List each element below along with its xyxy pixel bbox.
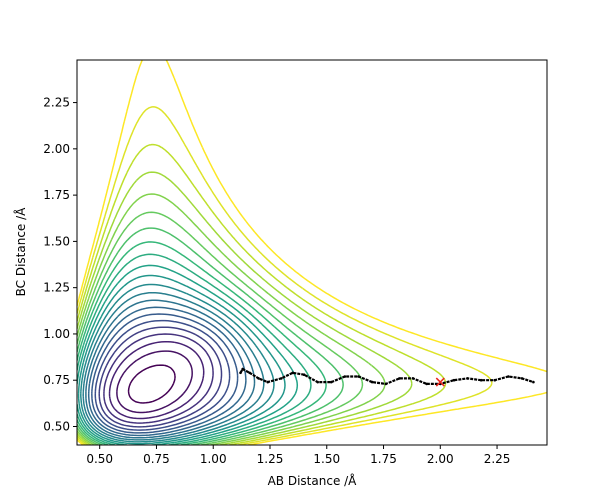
contour-level bbox=[77, 143, 447, 445]
contour-level bbox=[77, 274, 286, 445]
trajectory-point bbox=[357, 375, 360, 378]
trajectory-point bbox=[239, 371, 242, 375]
contour-level bbox=[108, 340, 205, 420]
trajectory-point bbox=[411, 377, 415, 380]
trajectory-point bbox=[266, 380, 270, 384]
x-tick-label: 1.50 bbox=[313, 452, 340, 466]
contour-level bbox=[116, 350, 193, 414]
y-tick-label: 0.75 bbox=[43, 373, 70, 387]
trajectory-point bbox=[241, 367, 244, 371]
y-tick-label: 2.00 bbox=[43, 142, 70, 156]
start-marker-x bbox=[435, 377, 445, 387]
contour-level bbox=[77, 106, 493, 445]
trajectory-point bbox=[507, 375, 510, 378]
trajectory-point bbox=[520, 377, 524, 380]
trajectory-point bbox=[302, 373, 306, 377]
contour-level bbox=[77, 241, 327, 445]
trajectory-point bbox=[425, 382, 429, 386]
trajectory-point bbox=[452, 378, 456, 382]
trajectory-point bbox=[280, 377, 283, 380]
contour-level bbox=[77, 60, 547, 445]
contour-level bbox=[85, 299, 256, 439]
trajectory-point bbox=[532, 380, 535, 384]
y-tick-label: 2.25 bbox=[43, 96, 70, 110]
start-marker bbox=[435, 377, 445, 387]
y-tick-label: 1.25 bbox=[43, 281, 70, 295]
contour-lines bbox=[77, 60, 547, 445]
y-tick-label: 1.50 bbox=[43, 234, 70, 248]
trajectory-point bbox=[248, 371, 251, 375]
contour-level bbox=[103, 333, 214, 424]
y-tick-label: 1.00 bbox=[43, 327, 70, 341]
x-tick-label: 1.75 bbox=[370, 452, 397, 466]
contour-level bbox=[77, 253, 312, 445]
contour-level bbox=[77, 193, 386, 445]
x-tick-label: 1.25 bbox=[257, 452, 284, 466]
trajectory-point bbox=[493, 378, 497, 382]
contour-level bbox=[77, 211, 364, 445]
trajectory bbox=[239, 367, 535, 386]
x-tick-label: 1.00 bbox=[200, 452, 227, 466]
plot-background bbox=[77, 60, 547, 445]
contour-level bbox=[87, 306, 247, 437]
y-axis: 0.50 0.75 1.00 1.25 1.50 1.75 2.00 2.25 bbox=[43, 96, 77, 433]
contour-level bbox=[77, 171, 413, 445]
x-tick-label: 0.50 bbox=[86, 452, 113, 466]
y-tick-label: 0.50 bbox=[43, 419, 70, 433]
contour-level bbox=[98, 326, 223, 428]
contour-level bbox=[77, 227, 344, 445]
x-axis-label: AB Distance /Å bbox=[268, 473, 358, 488]
trajectory-point bbox=[384, 382, 388, 386]
trajectory-point bbox=[343, 375, 347, 378]
trajectory-point bbox=[316, 380, 320, 384]
trajectory-point bbox=[398, 377, 401, 380]
contour-level bbox=[82, 291, 265, 441]
x-axis: 0.50 0.75 1.00 1.25 1.50 1.75 2.00 2.25 bbox=[86, 445, 510, 466]
y-tick-label: 1.75 bbox=[43, 188, 70, 202]
contour-level bbox=[127, 364, 176, 404]
plot-frame bbox=[76, 59, 548, 446]
x-tick-label: 2.25 bbox=[484, 452, 511, 466]
contour-level bbox=[91, 313, 239, 434]
trajectory-point bbox=[291, 371, 295, 375]
trajectory-point bbox=[330, 380, 333, 384]
trajectory-point bbox=[466, 377, 469, 380]
x-tick-label: 2.00 bbox=[427, 452, 454, 466]
contour-level bbox=[80, 283, 275, 443]
trajectory-point bbox=[257, 377, 260, 380]
y-axis-label: BC Distance /Å bbox=[13, 207, 28, 297]
contour-level bbox=[94, 319, 231, 431]
trajectory-point bbox=[370, 380, 374, 384]
x-tick-label: 0.75 bbox=[143, 452, 170, 466]
trajectory-point bbox=[479, 378, 483, 382]
